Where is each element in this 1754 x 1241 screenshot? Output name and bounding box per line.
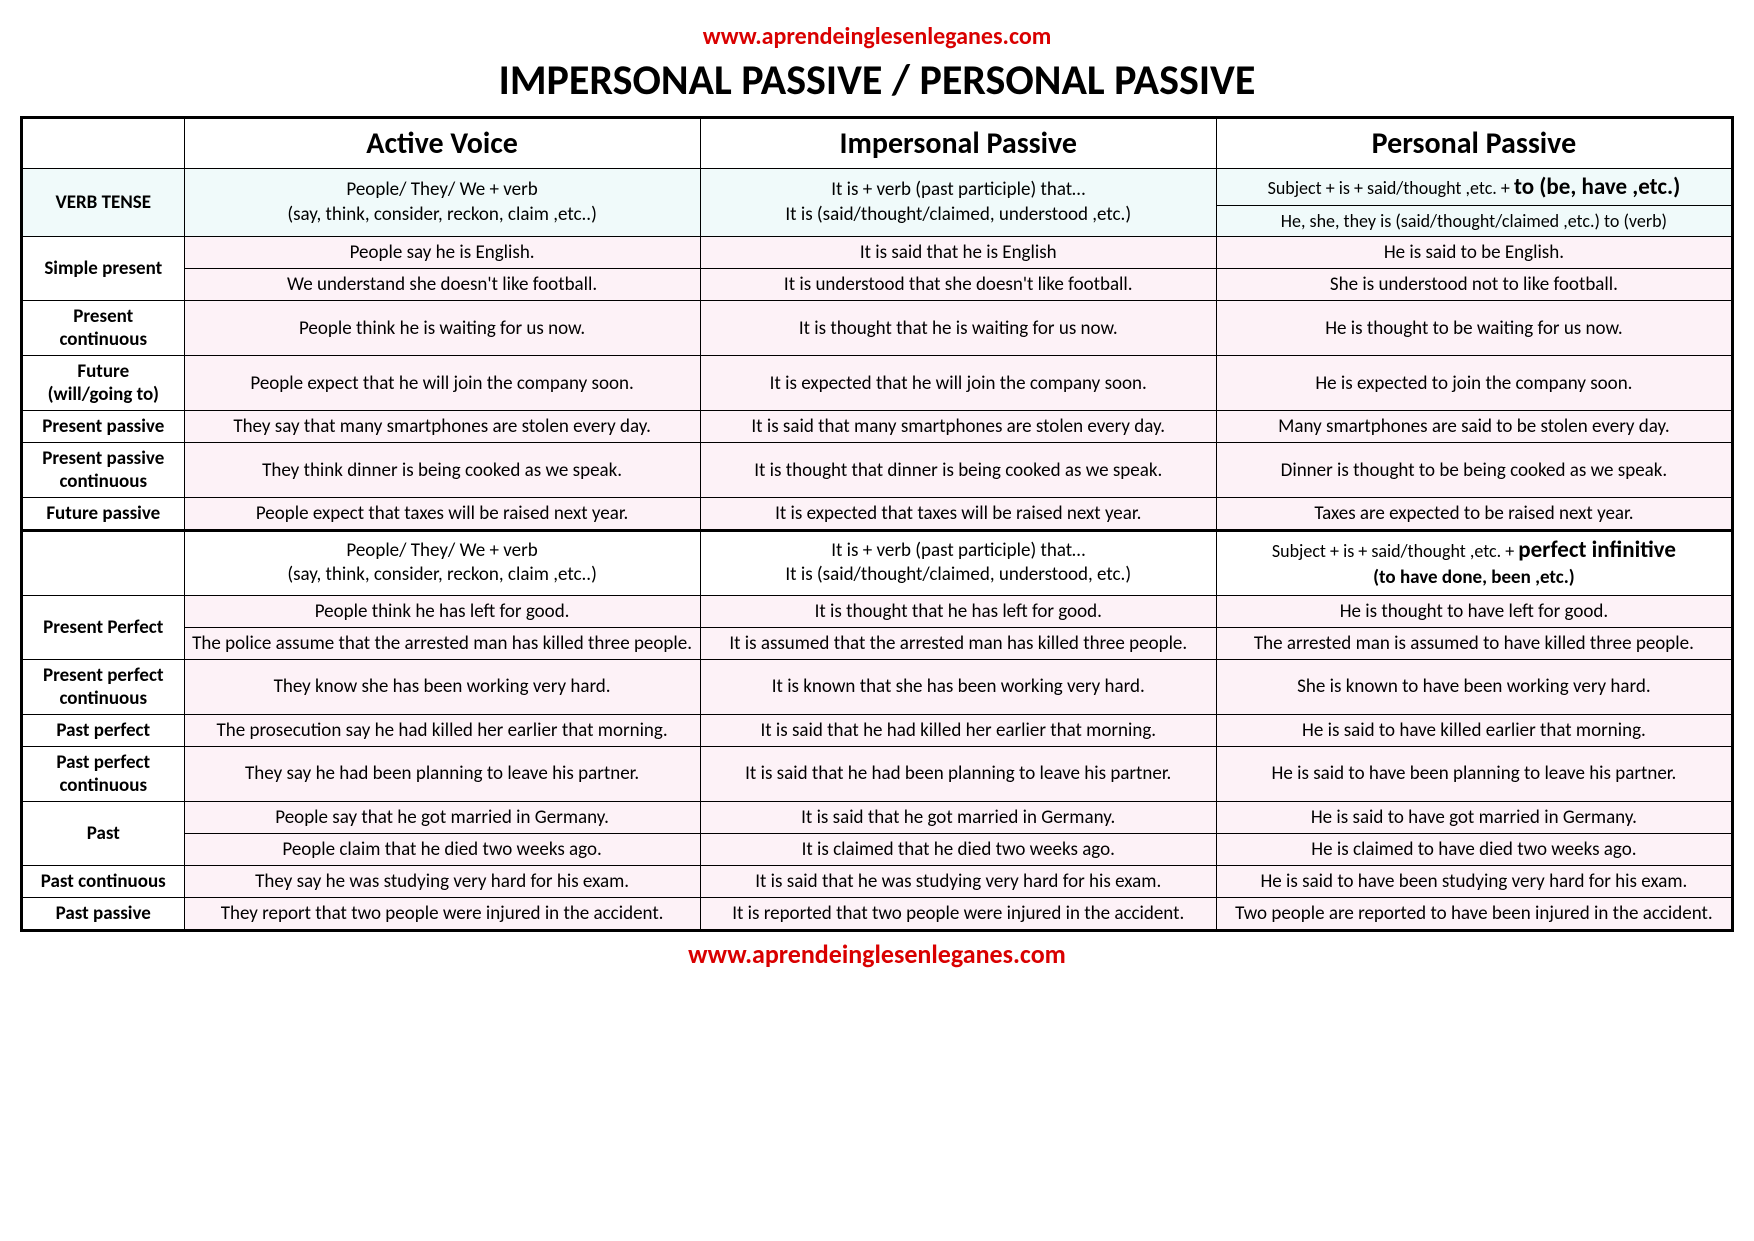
tense-label: Present passive continuous	[22, 443, 185, 498]
table-cell: It is said that he had been planning to …	[700, 746, 1216, 801]
table-cell: People claim that he died two weeks ago.	[184, 833, 700, 865]
formula1-impersonal: It is + verb (past participle) that… It …	[700, 169, 1216, 237]
header-personal: Personal Passive	[1216, 118, 1732, 169]
blank	[22, 531, 185, 596]
tense-label: Present continuous	[22, 301, 185, 356]
table-cell: Dinner is thought to be being cooked as …	[1216, 443, 1732, 498]
table-cell: It is expected that he will join the com…	[700, 356, 1216, 411]
table-cell: He is said to have killed earlier that m…	[1216, 714, 1732, 746]
tense-label: Past	[22, 801, 185, 865]
table-cell: It is expected that taxes will be raised…	[700, 498, 1216, 531]
table-cell: It is assumed that the arrested man has …	[700, 627, 1216, 659]
table-cell: People think he is waiting for us now.	[184, 301, 700, 356]
table-cell: He is said to have been planning to leav…	[1216, 746, 1732, 801]
page-title: IMPERSONAL PASSIVE / PERSONAL PASSIVE	[20, 55, 1734, 106]
header-blank	[22, 118, 185, 169]
tense-label: Future passive	[22, 498, 185, 531]
text: (say, think, consider, reckon, claim ,et…	[287, 203, 597, 226]
table-cell: She is known to have been working very h…	[1216, 659, 1732, 714]
table-cell: People think he has left for good.	[184, 595, 700, 627]
header-active: Active Voice	[184, 118, 700, 169]
table-cell: The police assume that the arrested man …	[184, 627, 700, 659]
url-top: www.aprendeinglesenleganes.com	[20, 22, 1734, 51]
passive-table: Active Voice Impersonal Passive Personal…	[20, 116, 1734, 932]
table-cell: He is said to have got married in German…	[1216, 801, 1732, 833]
table-cell: It is said that he had killed her earlie…	[700, 714, 1216, 746]
table-cell: He is expected to join the company soon.	[1216, 356, 1732, 411]
text: It is (said/thought/claimed, understood …	[785, 203, 1131, 226]
formula2-personal: Subject + is + said/thought ,etc. + perf…	[1216, 531, 1732, 596]
tense-label: Future(will/going to)	[22, 356, 185, 411]
table-cell: It is claimed that he died two weeks ago…	[700, 833, 1216, 865]
formula2-active: People/ They/ We + verb(say, think, cons…	[184, 531, 700, 596]
table-cell: It is said that many smartphones are sto…	[700, 411, 1216, 443]
tense-label: Simple present	[22, 237, 185, 301]
table-cell: He is said to be English.	[1216, 237, 1732, 269]
table-cell: It is said that he was studying very har…	[700, 865, 1216, 897]
table-cell: People expect that taxes will be raised …	[184, 498, 700, 531]
table-cell: People expect that he will join the comp…	[184, 356, 700, 411]
table-cell: They say he was studying very hard for h…	[184, 865, 700, 897]
verb-tense-label: VERB TENSE	[22, 169, 185, 237]
table-cell: It is said that he is English	[700, 237, 1216, 269]
table-cell: It is thought that dinner is being cooke…	[700, 443, 1216, 498]
table-cell: He is thought to have left for good.	[1216, 595, 1732, 627]
table-cell: He is thought to be waiting for us now.	[1216, 301, 1732, 356]
text: to (be, have ,etc.)	[1514, 173, 1680, 201]
table-cell: She is understood not to like football.	[1216, 269, 1732, 301]
table-cell: He is claimed to have died two weeks ago…	[1216, 833, 1732, 865]
formula1-personal-bottom: He, she, they is (said/thought/claimed ,…	[1216, 206, 1732, 237]
tense-label: Present perfect continuous	[22, 659, 185, 714]
tense-label: Past perfect continuous	[22, 746, 185, 801]
table-cell: They say he had been planning to leave h…	[184, 746, 700, 801]
tense-label: Past passive	[22, 897, 185, 930]
table-cell: It is reported that two people were inju…	[700, 897, 1216, 930]
table-cell: They think dinner is being cooked as we …	[184, 443, 700, 498]
table-cell: It is understood that she doesn't like f…	[700, 269, 1216, 301]
tense-label: Past perfect	[22, 714, 185, 746]
table-cell: The arrested man is assumed to have kill…	[1216, 627, 1732, 659]
table-cell: The prosecution say he had killed her ea…	[184, 714, 700, 746]
formula2-impersonal: It is + verb (past participle) that…It i…	[700, 531, 1216, 596]
tense-label: Past continuous	[22, 865, 185, 897]
tense-label: Present passive	[22, 411, 185, 443]
table-cell: It is thought that he has left for good.	[700, 595, 1216, 627]
formula1-personal-top: Subject + is + said/thought ,etc. + to (…	[1216, 169, 1732, 206]
header-impersonal: Impersonal Passive	[700, 118, 1216, 169]
table-cell: It is thought that he is waiting for us …	[700, 301, 1216, 356]
table-cell: He is said to have been studying very ha…	[1216, 865, 1732, 897]
table-cell: People say that he got married in German…	[184, 801, 700, 833]
table-cell: Two people are reported to have been inj…	[1216, 897, 1732, 930]
table-cell: People say he is English.	[184, 237, 700, 269]
url-bottom: www.aprendeinglesenleganes.com	[20, 938, 1734, 970]
formula1-active: People/ They/ We + verb (say, think, con…	[184, 169, 700, 237]
tense-label: Present Perfect	[22, 595, 185, 659]
text: It is + verb (past participle) that…	[831, 178, 1085, 201]
table-cell: It is known that she has been working ve…	[700, 659, 1216, 714]
table-cell: They know she has been working very hard…	[184, 659, 700, 714]
text: Subject + is + said/thought ,etc. +	[1268, 177, 1514, 199]
table-cell: Many smartphones are said to be stolen e…	[1216, 411, 1732, 443]
table-cell: They report that two people were injured…	[184, 897, 700, 930]
table-cell: Taxes are expected to be raised next yea…	[1216, 498, 1732, 531]
text: People/ They/ We + verb	[346, 178, 537, 201]
table-cell: They say that many smartphones are stole…	[184, 411, 700, 443]
table-cell: It is said that he got married in German…	[700, 801, 1216, 833]
table-cell: We understand she doesn't like football.	[184, 269, 700, 301]
